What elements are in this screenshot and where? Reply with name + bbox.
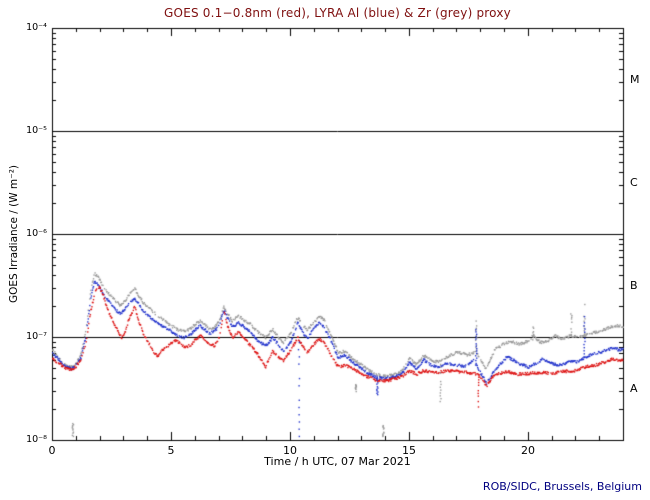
credit-text: ROB/SIDC, Brussels, Belgium	[482, 480, 642, 493]
x-tick-label-10: 10	[283, 444, 297, 457]
chart-title: GOES 0.1−0.8nm (red), LYRA Al (blue) & Z…	[164, 6, 511, 20]
x-axis-title: Time / h UTC, 07 Mar 2021	[264, 455, 411, 468]
flare-class-label-c: C	[630, 176, 638, 189]
y-tick-label-1e-5: 10⁻⁵	[26, 125, 47, 136]
flare-class-label-m: M	[630, 73, 640, 86]
x-tick-label-15: 15	[402, 444, 416, 457]
x-tick-label-20: 20	[521, 444, 535, 457]
x-tick-label-5: 5	[167, 444, 175, 457]
x-tick-label-0: 0	[48, 444, 56, 457]
y-tick-label-1e-4: 10⁻⁴	[26, 22, 47, 33]
flare-class-label-a: A	[630, 382, 638, 395]
y-tick-label-1e-8: 10⁻⁸	[26, 434, 47, 445]
y-tick-label-1e-6: 10⁻⁶	[26, 228, 47, 239]
flare-class-label-b: B	[630, 279, 638, 292]
y-tick-label-1e-7: 10⁻⁷	[26, 331, 47, 342]
